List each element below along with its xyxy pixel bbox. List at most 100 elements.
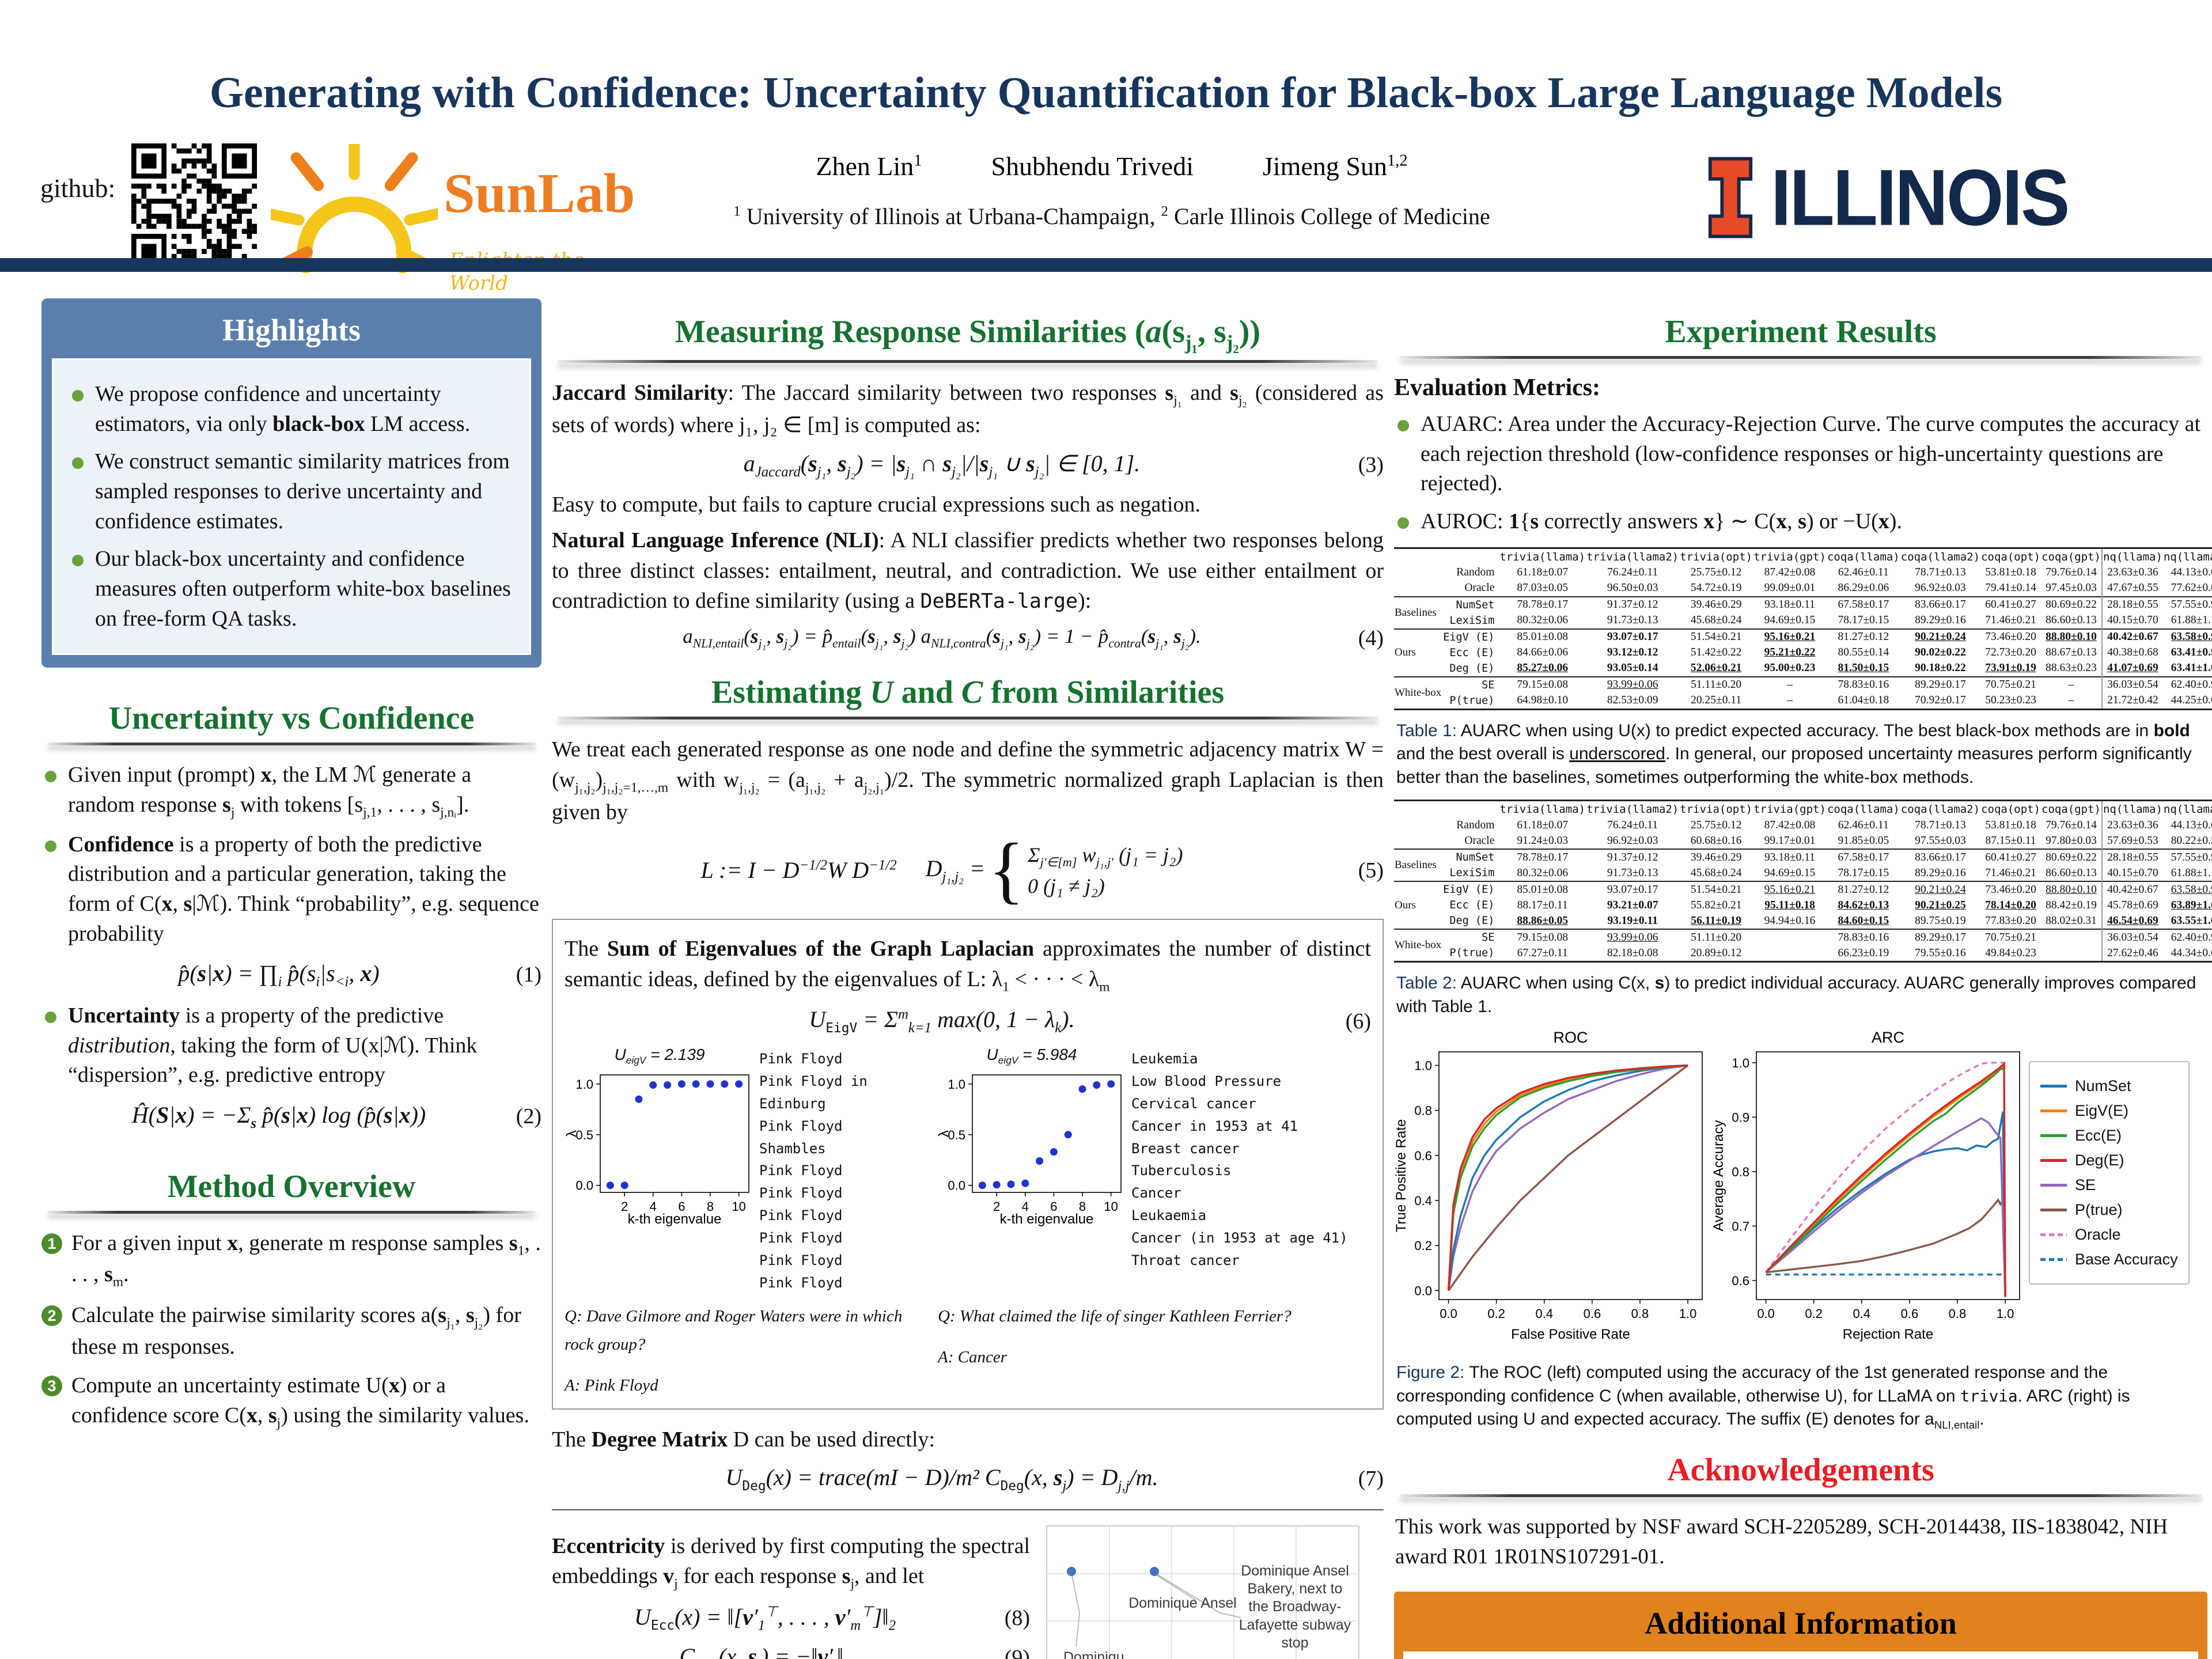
table-cell: 60.68±0.16 xyxy=(1690,834,1742,847)
svg-text:1.0: 1.0 xyxy=(1997,1306,2014,1321)
equation-body: aJaccard(sj₁, sj₂) = |sj₁ ∩ sj₂|/|sj₁ ∪ … xyxy=(743,450,1141,480)
table-cell: 61.88±1.14 xyxy=(2171,614,2212,627)
table-cell: 83.66±0.17 xyxy=(1900,849,1981,866)
table-cell: 45.68±0.24 xyxy=(1690,866,1742,879)
table-cell: 63.89±1.08 xyxy=(2171,899,2212,911)
column-header: nq(llama) xyxy=(2101,800,2163,818)
svg-text:1.0: 1.0 xyxy=(948,1077,965,1091)
svg-text:2: 2 xyxy=(621,1199,628,1214)
right-column: Experiment Results Evaluation Metrics: A… xyxy=(1393,298,2212,1659)
table-cell: 53.81±0.18 xyxy=(1985,566,2036,579)
table-cell: 78.17±0.15 xyxy=(1838,866,1889,879)
point-label: Dominique Ansel xyxy=(1128,1594,1237,1611)
method-step: Compute an uncertainty estimate U(x) or … xyxy=(41,1371,541,1432)
table-cell: 62.46±0.11 xyxy=(1838,566,1889,579)
column-header: nq(llama2) xyxy=(2163,550,2212,563)
case-1: Σj′∈[m] wj₁,j′ (j₁ = j₂) xyxy=(1028,843,1183,870)
row-label: Oracle xyxy=(1464,582,1495,594)
table-cell: 40.15±0.70 xyxy=(2101,612,2163,629)
group-label: Baselines xyxy=(1394,596,1443,629)
uvc-list: Given input (prompt) x, the LM ℳ generat… xyxy=(41,760,541,1133)
figure-2-caption: Figure 2: The ROC (left) computed using … xyxy=(1396,1361,2205,1432)
svg-text:4: 4 xyxy=(650,1199,657,1214)
row-label: SE xyxy=(1442,929,1499,946)
table-cell: 71.46±0.21 xyxy=(1985,866,2036,879)
legend-swatch xyxy=(2040,1134,2067,1138)
table-cell: 86.29±0.06 xyxy=(1838,582,1889,594)
table-2-caption: Table 2: AUARC when using C(x, s) to pre… xyxy=(1396,972,2205,1018)
bullet-item: Uncertainty is a property of the predict… xyxy=(41,1001,541,1134)
equation-body: Ĥ(S|x) = −Σs p̂(s|x) log (p̂(s|x)) xyxy=(131,1102,426,1132)
section-title-estimating: Estimating U and C from Similarities xyxy=(711,675,1225,711)
equation-6: UEigV = Σmk=1 max(0, 1 − λk). (6) xyxy=(565,1006,1371,1036)
eccentricity-section: Eccentricity is derived by first computi… xyxy=(552,1525,1384,1659)
table-cell: 89.29±0.16 xyxy=(1915,614,1966,627)
section-rule xyxy=(47,1210,536,1214)
svg-text:False Positive Rate: False Positive Rate xyxy=(1511,1327,1630,1342)
table-cell: 63.55±1.01 xyxy=(2171,914,2212,927)
table-row: Oracle 87.03±0.05 96.50±0.03 54.72±0.19 99.0… xyxy=(1394,580,2212,597)
section-rule xyxy=(558,717,1378,720)
table-cell: 73.46±0.20 xyxy=(1980,881,2041,898)
illinois-logo: ILLINOIS xyxy=(1705,153,2070,242)
highlights-list: We propose confidence and uncertainty es… xyxy=(69,380,514,634)
table-cell: 89.75±0.19 xyxy=(1915,914,1966,927)
table-cell: 88.80±0.10 xyxy=(2041,628,2102,645)
equation-number: (3) xyxy=(1358,453,1384,478)
table-cell: 88.67±0.13 xyxy=(2046,646,2097,659)
table-cell: 73.46±0.20 xyxy=(1980,628,2041,645)
caption-label: Figure 2: xyxy=(1396,1363,1465,1382)
column-header: coqa(llama2) xyxy=(1900,803,1980,816)
group-label: Ours xyxy=(1394,628,1443,677)
table-cell: 23.63±0.36 xyxy=(2101,565,2163,581)
table-cell: 51.11±0.20 xyxy=(1679,929,1753,946)
equation-9: CEcc(x, sj) = −‖v′j‖2 (9) xyxy=(552,1643,1030,1659)
svg-text:0.0: 0.0 xyxy=(1757,1306,1775,1321)
row-label: Ecc (E) xyxy=(1449,646,1495,659)
jaccard-note: Easy to compute, but fails to capture cr… xyxy=(552,492,1200,517)
table-cell: 91.37±0.12 xyxy=(1586,596,1680,613)
equation-3: aJaccard(sj₁, sj₂) = |sj₁ ∩ sj₂|/|sj₁ ∪ … xyxy=(552,450,1384,480)
eigv-paragraph: The Sum of Eigenvalues of the Graph Lapl… xyxy=(565,937,1371,995)
table-cell: 46.54±0.69 xyxy=(2101,913,2163,930)
section-rule xyxy=(47,743,536,746)
table-cell: 90.21±0.25 xyxy=(1915,899,1966,911)
degree-paragraph: The Degree Matrix D can be used directly… xyxy=(552,1427,935,1452)
table-row: Deg (E) 88.86±0.05 93.19±0.11 56.11±0.19 94.… xyxy=(1394,913,2212,930)
equation-number: (2) xyxy=(516,1104,541,1128)
legend-item: Base Accuracy xyxy=(2040,1251,2178,1268)
table-cell: 45.78±0.69 xyxy=(2101,897,2163,914)
additional-information-body: Code: https://github.com/zlin7/UQ-NLG Em… xyxy=(1403,1651,2198,1659)
table-cell: 91.73±0.13 xyxy=(1607,614,1658,627)
table-cell: 21.72±0.42 xyxy=(2101,692,2163,710)
point-label: Dominique Ansel Bakery, next to the Broa… xyxy=(1238,1562,1351,1651)
column-header: coqa(llama) xyxy=(1827,550,1900,563)
svg-text:0.6: 0.6 xyxy=(1584,1306,1601,1321)
table-cell: 80.32±0.06 xyxy=(1517,866,1569,879)
table-cell: 87.42±0.08 xyxy=(1764,566,1816,579)
table-cell: 45.68±0.24 xyxy=(1690,614,1742,627)
author: Zhen Lin1 xyxy=(816,151,922,181)
legend-swatch xyxy=(2040,1209,2067,1212)
response-list: Leukemia Low Blood Pressure Cervical can… xyxy=(1131,1051,1348,1268)
equation-1: p̂(s|x) = ∏i p̂(si|s<i, x) (1) xyxy=(68,958,541,992)
table-cell: 72.73±0.20 xyxy=(1985,646,2036,659)
svg-text:Average Accuracy: Average Accuracy xyxy=(1711,1120,1726,1232)
table-row: Ours EigV (E) 85.01±0.08 93.07±0.17 51.54±0.… xyxy=(1394,628,2212,677)
point-label: Dominiqu e Ansel Bakery xyxy=(1063,1649,1124,1659)
row-label: NumSet xyxy=(1442,849,1499,866)
table-cell: 82.18±0.08 xyxy=(1607,946,1658,959)
table-row: Random 61.18±0.07 76.24±0.11 25.75±0.12 87.4… xyxy=(1394,817,2212,834)
section-title-acknowledgements: Acknowledgements xyxy=(1667,1452,1934,1488)
table-cell: 93.05±0.14 xyxy=(1607,662,1658,675)
table-1-caption: Table 1: AUARC when using U(x) to predic… xyxy=(1396,719,2205,790)
table-cell: 93.07±0.17 xyxy=(1586,628,1680,645)
table-cell: 88.63±0.23 xyxy=(2046,662,2097,675)
table-cell: 95.00±0.23 xyxy=(1764,662,1816,675)
table-cell: 84.60±0.15 xyxy=(1838,914,1889,927)
answer: A: Pink Floyd xyxy=(565,1376,658,1395)
method-step: For a given input x, generate m response… xyxy=(41,1229,541,1291)
table-cell: 90.21±0.24 xyxy=(1900,628,1981,645)
svg-text:0.2: 0.2 xyxy=(1487,1306,1505,1321)
table-cell: 97.45±0.03 xyxy=(2046,582,2097,594)
